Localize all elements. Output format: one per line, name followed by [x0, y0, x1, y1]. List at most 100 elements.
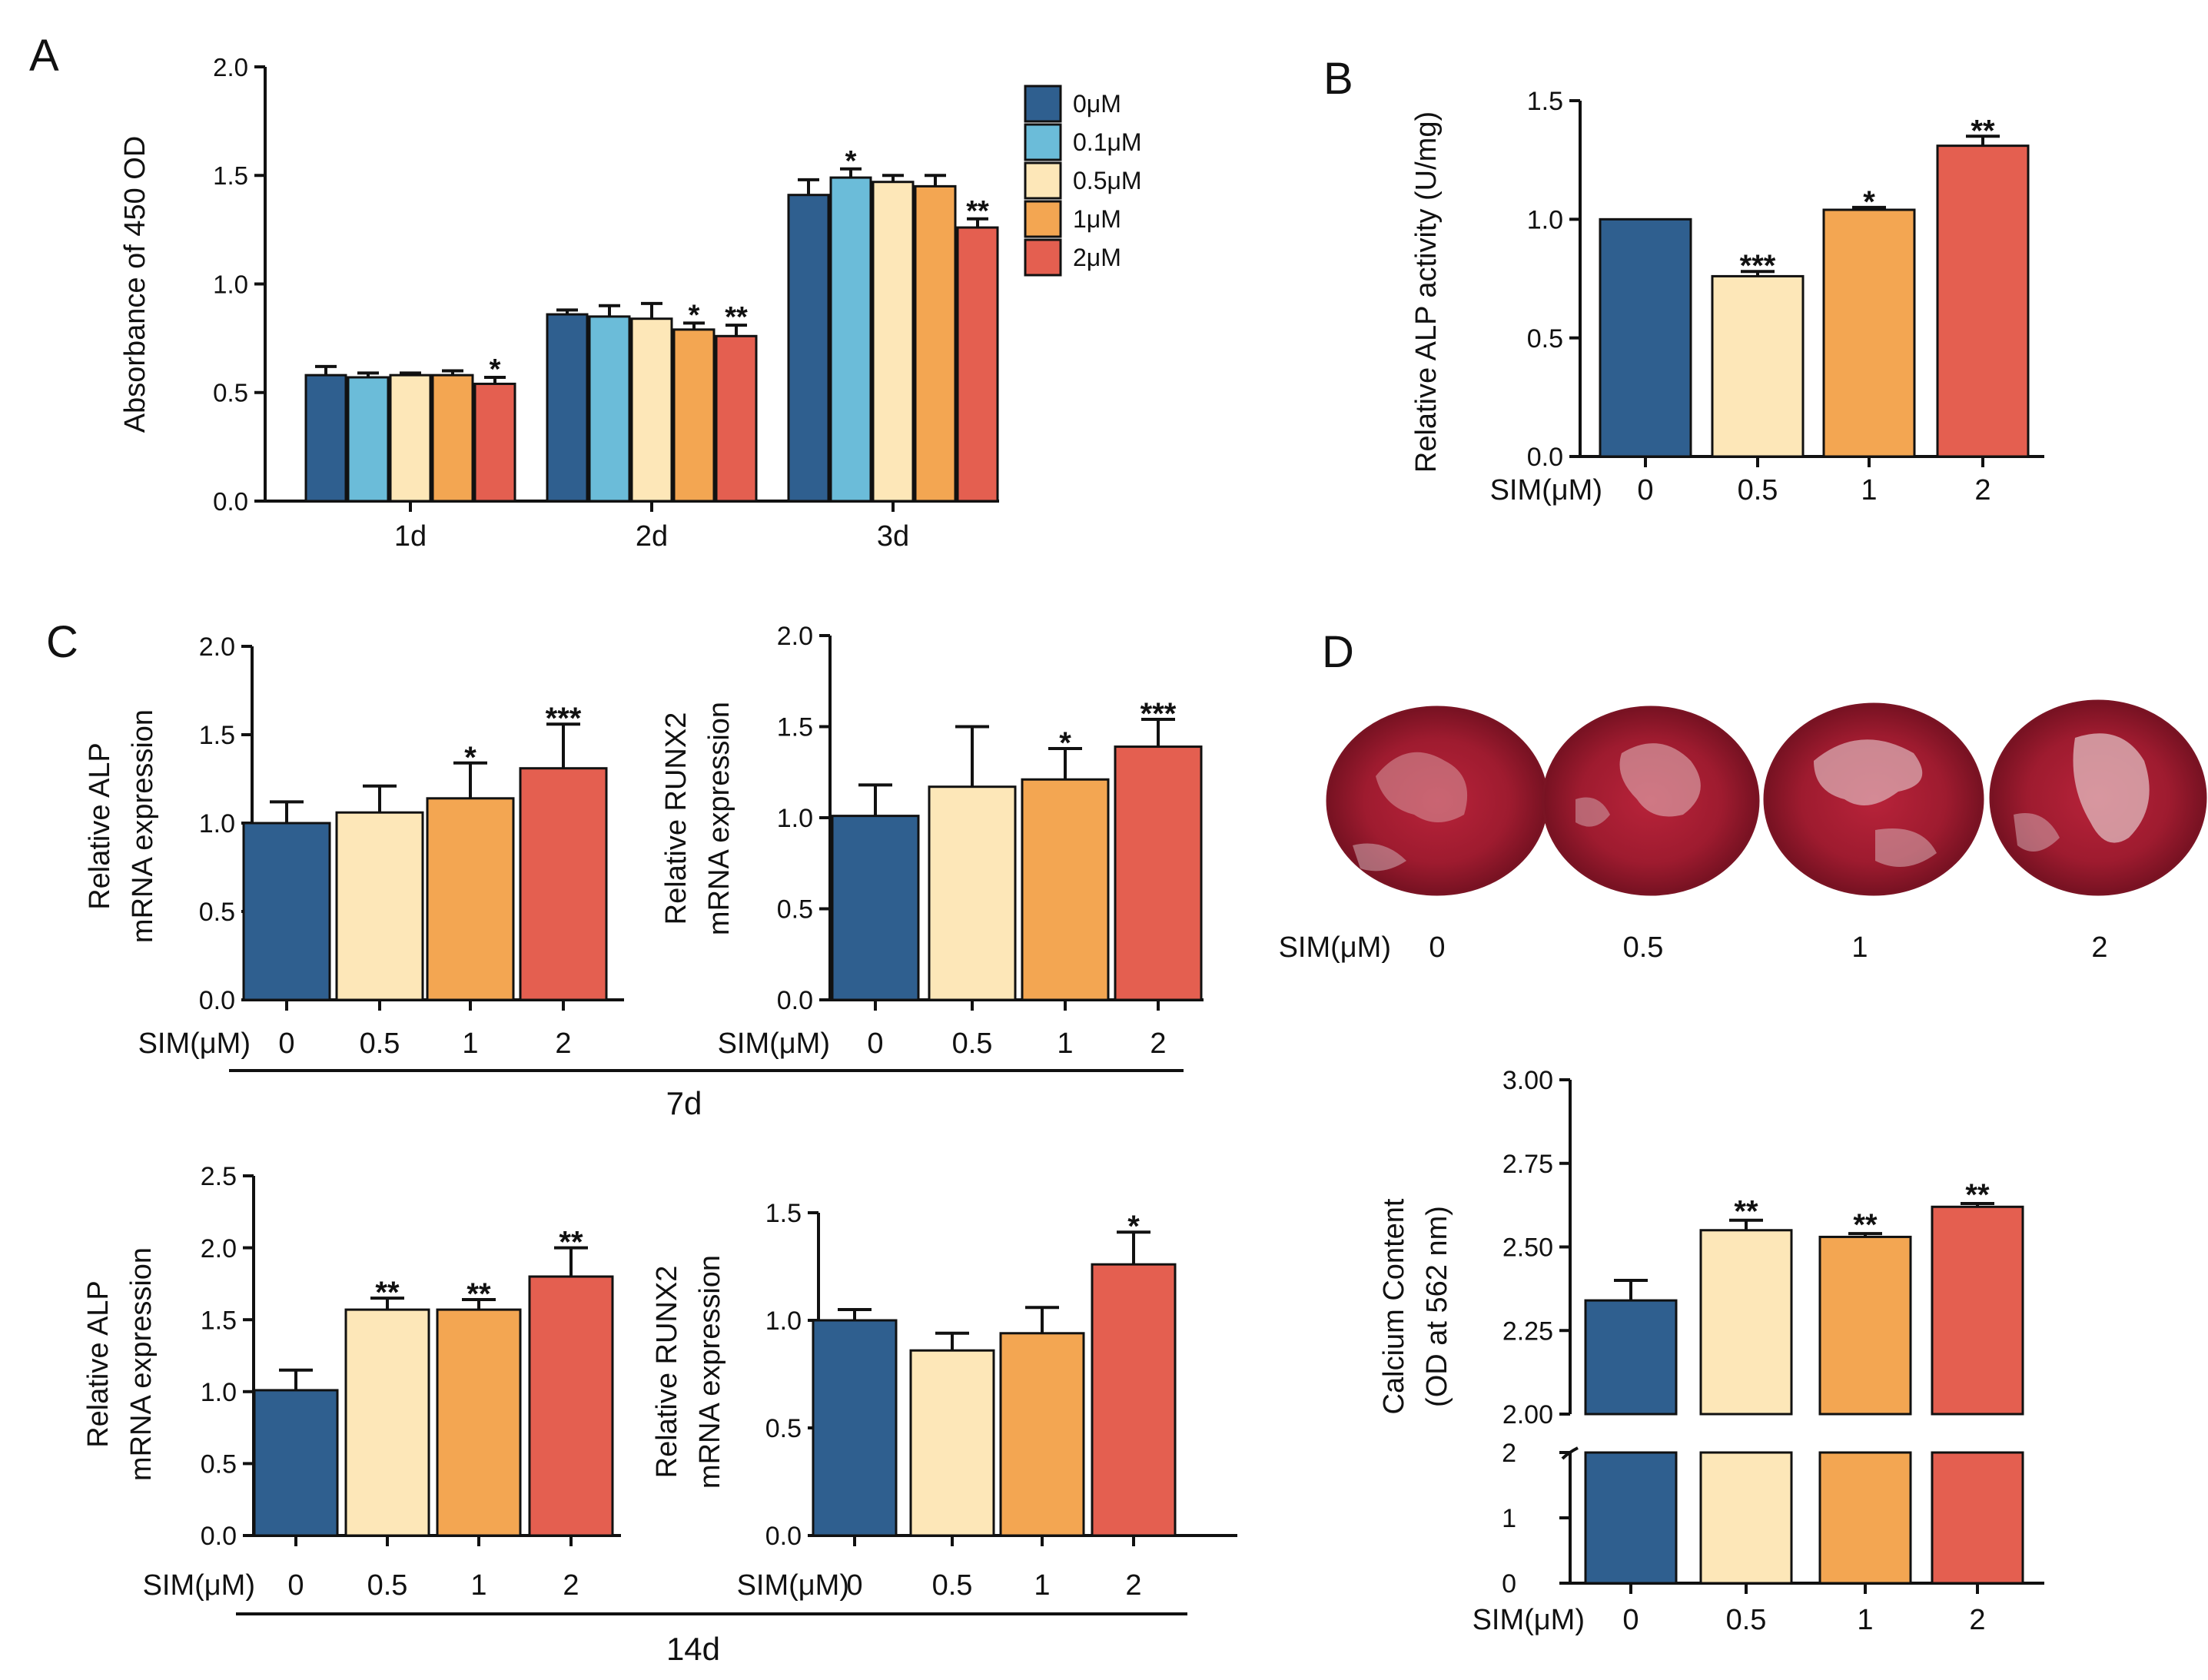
y-axis-label: Relative ALP	[82, 1280, 115, 1448]
x-tick-label: 0	[278, 1028, 294, 1060]
legend-a: 0μM 0.1μM 0.5μM 1μM 2μM	[1024, 85, 1142, 277]
significance-label: **	[1971, 114, 1995, 148]
bar	[1599, 217, 1692, 458]
x-tick-label: 1	[1857, 1604, 1873, 1636]
bar	[999, 1332, 1085, 1537]
bar	[1584, 1299, 1678, 1416]
stain-label-05: 0.5	[1623, 931, 1664, 964]
stain-label-0: 0	[1429, 931, 1445, 964]
bar	[872, 181, 915, 503]
x-tick-label: 2	[1125, 1569, 1141, 1602]
y-tick-label: 0.0	[1527, 443, 1563, 472]
x-tick-label: 2	[1969, 1604, 1985, 1636]
x-axis-label: SIM(μM)	[1473, 1604, 1585, 1636]
bar	[347, 376, 390, 503]
bar	[436, 1308, 522, 1537]
x-tick-label: 2	[555, 1028, 571, 1060]
x-tick-label: 1	[1861, 474, 1877, 506]
y-tick-label: 0	[1502, 1569, 1516, 1599]
stain-label-2: 2	[2091, 931, 2107, 964]
bar-lower	[1584, 1451, 1678, 1585]
panel-label-d: D	[1322, 627, 1354, 677]
x-tick-label: 0	[1637, 474, 1653, 506]
stain-well-05	[1542, 706, 1760, 896]
legend-label-0um: 0μM	[1073, 90, 1121, 118]
x-tick-label: 0.5	[367, 1569, 408, 1602]
x-tick-label: 2d	[636, 520, 668, 553]
y-axis-label: Relative RUNX2	[660, 712, 692, 925]
bar	[1931, 1205, 2024, 1416]
bar	[253, 1389, 339, 1537]
y-tick-label: 0.5	[765, 1414, 802, 1443]
bar	[914, 184, 957, 503]
y-axis-label: mRNA expression	[127, 709, 159, 943]
x-axis-label: SIM(μM)	[138, 1028, 251, 1060]
x-tick-label: 1	[1034, 1569, 1050, 1602]
bar	[812, 1319, 898, 1537]
x-tick-label: 1	[1057, 1028, 1073, 1060]
y-tick-label: 0.0	[777, 986, 813, 1015]
chart-c-runx2-7d: 0.0 0.5 1.0 1.5 2.0 0 0.5 * 1 *** 2 SIM(μM) Relative…	[660, 622, 1204, 1060]
x-axis-label: SIM(μM)	[1490, 474, 1602, 506]
bar	[630, 317, 673, 503]
chart-c-alp-7d: 0.0 0.5 1.0 1.5 2.0 0 0.5 * 1 *** 2 SIM(μM) Relative…	[84, 632, 624, 1060]
bar	[389, 374, 432, 503]
x-tick-label: 0.5	[1738, 474, 1778, 506]
x-tick-label: 0	[846, 1569, 862, 1602]
y-tick-label: 0.5	[213, 379, 248, 407]
y-tick-label: 0.0	[201, 1522, 237, 1551]
x-tick-label: 0	[1622, 1604, 1639, 1636]
x-axis-label: SIM(μM)	[737, 1569, 849, 1602]
group-label-7d: 7d	[666, 1085, 702, 1121]
x-axis-label: SIM(μM)	[718, 1028, 830, 1060]
y-tick-label: 0.0	[199, 986, 235, 1015]
stain-well-2	[1989, 699, 2207, 896]
y-tick-label: 1.0	[1527, 206, 1563, 235]
bar	[426, 797, 515, 1001]
legend-label-01um: 0.1μM	[1073, 128, 1142, 156]
x-tick-label: 1d	[394, 520, 427, 553]
significance-label: **	[725, 301, 748, 334]
legend-label-05um: 0.5μM	[1073, 167, 1142, 194]
y-tick-label: 2.0	[201, 1234, 237, 1263]
legend-swatch-0um	[1024, 85, 1062, 123]
y-axis-label: Relative RUNX2	[651, 1266, 683, 1479]
panel-label-b: B	[1323, 54, 1353, 104]
y-axis-label: mRNA expression	[125, 1247, 158, 1481]
bar	[431, 374, 474, 503]
y-tick-label: 0.0	[765, 1522, 802, 1551]
significance-label: *	[689, 299, 700, 331]
significance-label: **	[1853, 1208, 1878, 1242]
bar	[1711, 274, 1805, 458]
legend-swatch-2um	[1024, 238, 1062, 277]
y-tick-label: 1.5	[765, 1199, 802, 1228]
y-tick-label: 1.5	[199, 721, 235, 750]
y-tick-label: 2.5	[201, 1162, 237, 1191]
y-tick-label: 1.0	[765, 1306, 802, 1336]
x-tick-label: 0.5	[360, 1028, 400, 1060]
bar	[473, 382, 516, 503]
y-tick-label: 0.5	[777, 895, 813, 925]
bar	[1699, 1229, 1793, 1416]
y-tick-label: 1.0	[201, 1378, 237, 1407]
y-tick-label: 1.0	[777, 804, 813, 833]
bar	[1114, 745, 1203, 1001]
bar	[1091, 1263, 1177, 1537]
y-tick-label: 1	[1502, 1504, 1516, 1533]
bar	[672, 328, 716, 503]
x-tick-label: 3d	[877, 520, 909, 553]
y-tick-label: 2.75	[1502, 1150, 1553, 1179]
y-axis-label: mRNA expression	[703, 702, 735, 935]
significance-label: **	[375, 1276, 400, 1310]
bar	[909, 1349, 995, 1537]
y-tick-label: 2.25	[1502, 1316, 1553, 1346]
stain-label-1: 1	[1851, 931, 1868, 964]
bar	[715, 334, 758, 503]
group-label-14d: 14d	[666, 1631, 720, 1667]
y-tick-label: 0.0	[213, 487, 248, 516]
bar	[1822, 208, 1916, 458]
bar	[335, 811, 424, 1001]
stain-images	[1326, 699, 2207, 896]
